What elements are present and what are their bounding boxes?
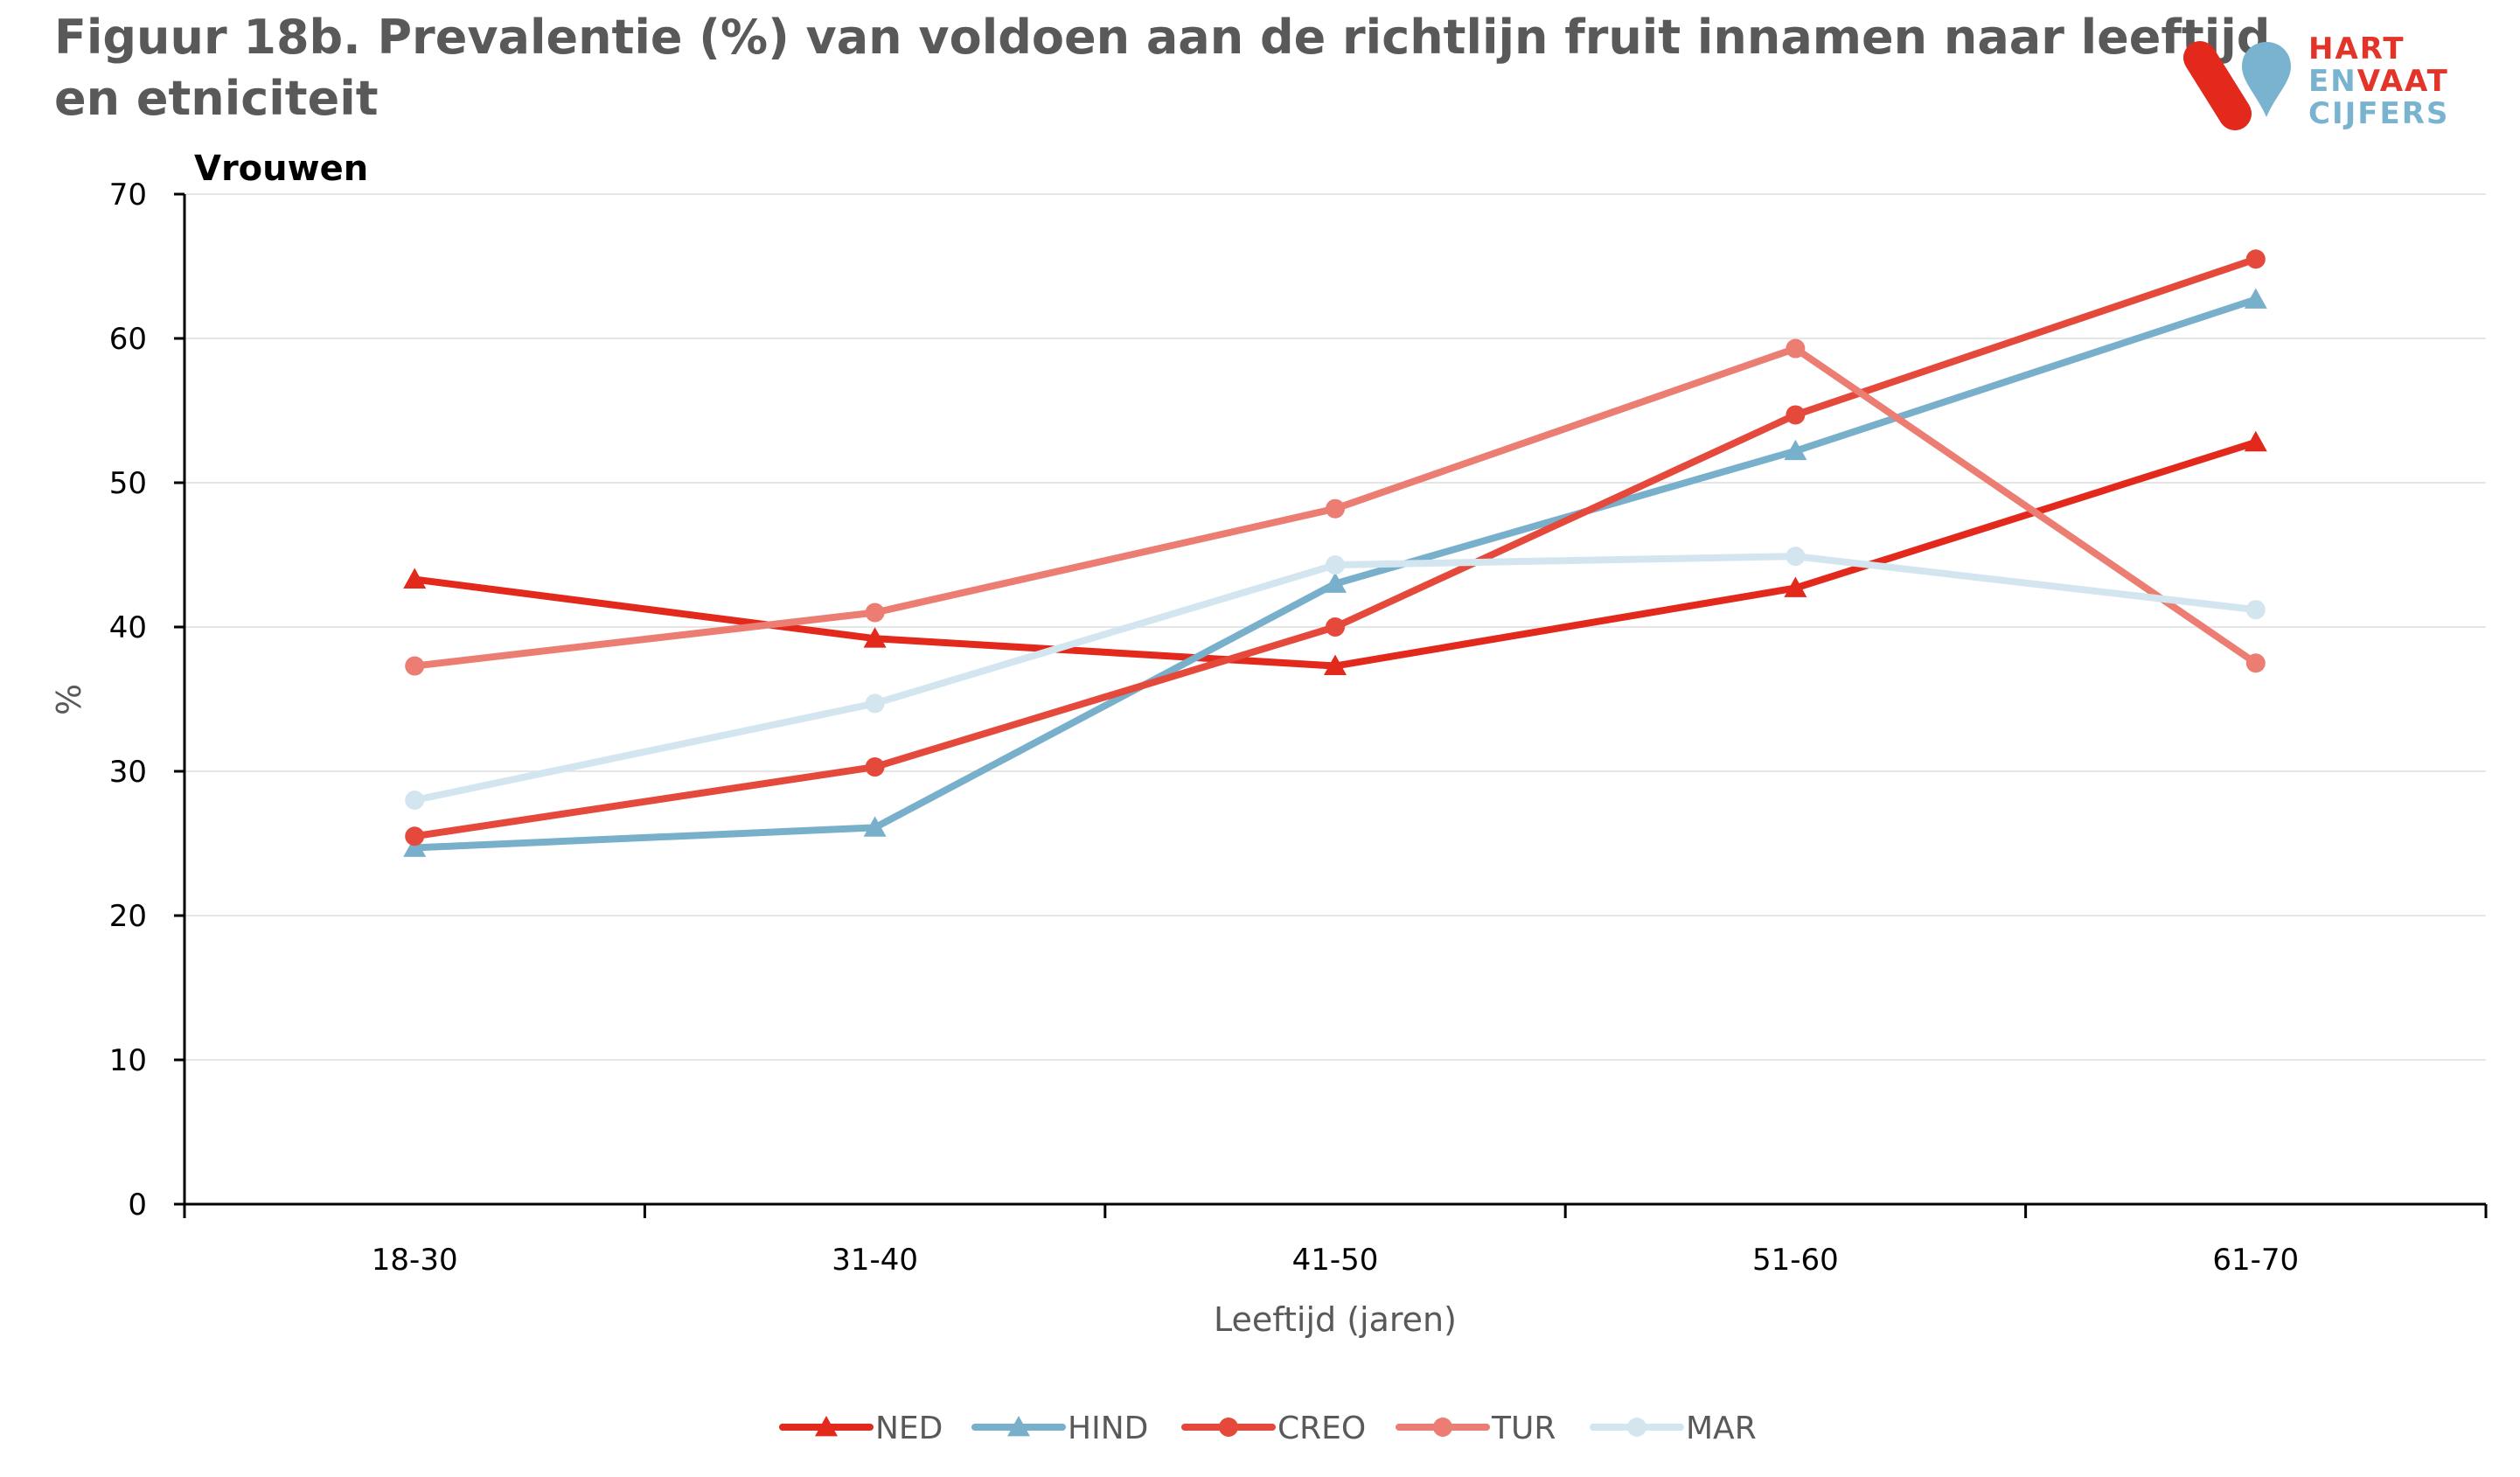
data-point-mar (1326, 555, 1345, 575)
data-point-tur (1786, 338, 1806, 359)
legend-label-ned: NED (875, 1411, 943, 1446)
logo-line-1: HART (2308, 31, 2405, 66)
logo-text: HART ENVAAT CIJFERS (2308, 33, 2449, 130)
data-point-creo (2245, 249, 2266, 269)
logo-line-2b: VAAT (2356, 64, 2449, 99)
y-tick-label: 50 (109, 466, 147, 501)
data-point-hind (403, 836, 427, 857)
series-line-mar (411, 553, 2259, 804)
series-line-creo (411, 255, 2259, 840)
y-tick-label: 60 (109, 322, 147, 357)
y-tick-label: 10 (109, 1043, 147, 1078)
data-point-ned (863, 627, 887, 648)
legend-label-hind: HIND (1068, 1411, 1148, 1446)
data-point-ned (1784, 576, 1807, 597)
data-point-tur (1326, 498, 1345, 519)
data-point-mar (2245, 600, 2266, 620)
y-axis-title: % (50, 684, 88, 715)
data-point-hind (1324, 572, 1347, 593)
x-tick-label: 31-40 (832, 1243, 918, 1278)
title-line-2: en etniciteit (54, 71, 379, 126)
legend-marker-creo (1219, 1418, 1238, 1437)
data-point-mar (405, 791, 425, 810)
legend-marker-tur (1433, 1418, 1452, 1437)
y-tick-label: 70 (109, 178, 147, 212)
legend-marker-mar (1627, 1418, 1646, 1437)
logo-line-3: CIJFERS (2308, 96, 2450, 131)
y-tick-label: 0 (128, 1188, 147, 1223)
data-point-tur (2245, 653, 2266, 673)
y-tick-label: 20 (109, 899, 147, 934)
y-tick-label: 40 (109, 610, 147, 645)
title-line-1: Figuur 18b. Prevalentie (%) van voldoen … (54, 10, 2271, 65)
data-point-ned (2244, 430, 2267, 452)
x-tick-label: 18-30 (372, 1243, 458, 1278)
x-tick-label: 61-70 (2212, 1243, 2299, 1278)
legend-marker-hind (1007, 1416, 1030, 1437)
hartenvaatcijfers-logo: HART ENVAAT CIJFERS (2177, 33, 2466, 138)
data-point-creo (1786, 405, 1806, 425)
data-point-mar (1786, 547, 1806, 567)
legend-label-mar: MAR (1686, 1411, 1757, 1446)
data-point-creo (865, 757, 885, 777)
data-point-creo (405, 826, 425, 846)
logo-mark-icon (2183, 41, 2291, 130)
legend-label-creo: CREO (1277, 1411, 1366, 1446)
x-tick-label: 51-60 (1752, 1243, 1839, 1278)
legend-marker-ned (815, 1416, 838, 1437)
logo-line-2a: EN (2308, 64, 2357, 99)
data-point-hind (2244, 288, 2267, 309)
data-point-creo (1326, 617, 1345, 637)
data-point-hind (863, 816, 887, 837)
x-axis-title: Leeftijd (jaren) (1214, 1300, 1457, 1339)
data-point-ned (1324, 654, 1347, 675)
chart-subtitle: Vrouwen (194, 149, 368, 189)
legend-label-tur: TUR (1491, 1411, 1556, 1446)
data-point-ned (403, 568, 427, 589)
chart-title: Figuur 18b. Prevalentie (%) van voldoen … (54, 7, 2271, 129)
data-point-tur (405, 656, 425, 676)
data-point-mar (865, 693, 885, 714)
data-point-tur (865, 603, 885, 623)
data-point-hind (1784, 439, 1807, 461)
y-tick-label: 30 (109, 755, 147, 790)
x-tick-label: 41-50 (1292, 1243, 1379, 1278)
